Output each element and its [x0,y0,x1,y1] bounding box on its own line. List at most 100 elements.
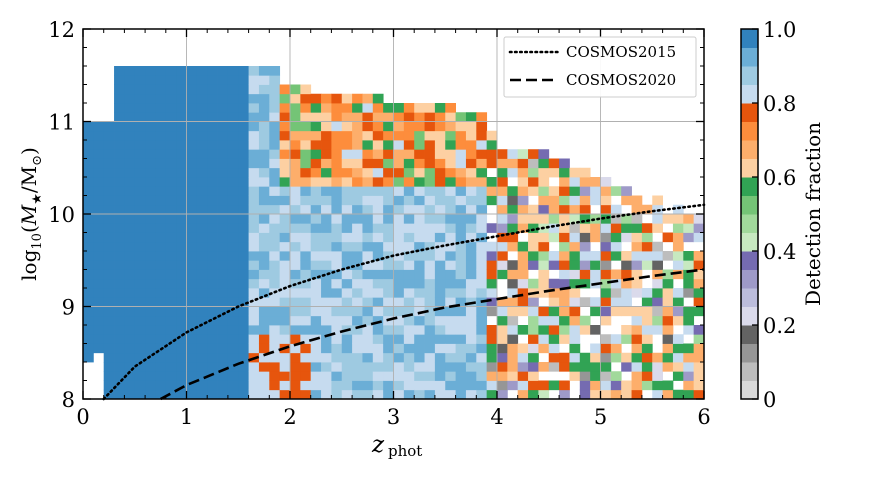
heatmap-cell [124,241,136,252]
heatmap-cell [559,325,570,335]
heatmap-cell [155,130,167,141]
heatmap-cell [114,232,125,243]
heatmap-cell [569,214,581,224]
heatmap-cell [403,343,415,354]
heatmap-cell [528,214,539,224]
heatmap-cell [362,325,374,335]
heatmap-cell [372,112,384,122]
heatmap-cell [517,352,529,363]
heatmap-cell [248,149,260,159]
heatmap-cell [538,288,550,298]
heatmap-cell [517,325,529,335]
heatmap-cell [248,103,260,113]
heatmap-cell [362,130,374,141]
heatmap-cell [652,195,663,206]
heatmap-cell [672,288,684,298]
heatmap-cell [124,260,136,270]
heatmap-cell [362,371,374,381]
heatmap-cell [196,288,208,298]
heatmap-cell [227,334,239,344]
heatmap-cell [207,325,218,335]
heatmap-cell [414,251,425,261]
heatmap-cell [227,75,239,85]
heatmap-cell [610,288,622,298]
heatmap-cell [290,149,301,159]
heatmap-cell [579,278,591,289]
heatmap-cell [352,371,363,381]
heatmap-cell [207,232,218,243]
heatmap-cell [372,371,384,381]
heatmap-cell [693,260,705,270]
heatmap-cell [134,93,146,104]
heatmap-cell [331,325,343,335]
heatmap-cell [403,371,415,381]
heatmap-cell [103,380,115,391]
heatmap-cell [269,121,281,132]
heatmap-cell [165,66,177,76]
heatmap-cell [414,343,425,354]
heatmap-cell [124,325,136,335]
heatmap-cell [248,343,260,354]
heatmap-cell [600,278,612,289]
heatmap-cell [569,167,581,178]
heatmap-cell [662,343,674,354]
heatmap-cell [372,149,384,159]
colorbar-tick-label: 0.6 [763,166,796,190]
colorbar-swatch [741,158,758,178]
heatmap-cell [227,66,239,76]
heatmap-cell [155,315,167,326]
heatmap-cell [238,297,249,307]
heatmap-cell [186,195,198,206]
heatmap-cell [331,334,343,344]
heatmap-cell [538,214,550,224]
heatmap-cell [290,103,301,113]
heatmap-cell [569,232,581,243]
heatmap-cell [631,380,643,391]
colorbar-swatch [741,306,758,326]
heatmap-cell [652,260,663,270]
heatmap-cell [600,251,612,261]
heatmap-cell [279,269,291,280]
heatmap-cell [590,362,601,372]
heatmap-cell [403,186,415,196]
heatmap-cell [238,130,249,141]
heatmap-cell [631,269,643,280]
heatmap-cell [476,269,488,280]
heatmap-cell [621,297,632,307]
heatmap-cell [403,241,415,252]
heatmap-cell [434,149,446,159]
heatmap-cell [352,149,363,159]
heatmap-cell [528,251,539,261]
heatmap-cell [455,297,467,307]
heatmap-cell [217,362,229,372]
heatmap-cell [600,214,612,224]
heatmap-cell [590,195,601,206]
heatmap-cell [279,288,291,298]
heatmap-cell [258,334,270,344]
heatmap-cell [269,389,281,400]
heatmap-cell [331,167,343,178]
heatmap-cell [672,269,684,280]
heatmap-cell [114,130,125,141]
heatmap-cell [352,343,363,354]
heatmap-cell [372,288,384,298]
heatmap-cell [372,140,384,150]
colorbar-swatch [741,362,758,381]
heatmap-cell [517,343,529,354]
heatmap-cell [227,232,239,243]
heatmap-cell [300,103,312,113]
heatmap-cell [507,195,519,206]
heatmap-cell [610,214,622,224]
heatmap-cell [83,177,94,187]
heatmap-cell [352,251,363,261]
heatmap-cell [465,158,477,169]
heatmap-cell [310,352,322,363]
heatmap-cell [103,315,115,326]
heatmap-cell [424,389,436,400]
heatmap-cell [165,140,177,150]
heatmap-cell [621,362,632,372]
heatmap-cell [238,306,249,317]
heatmap-cell [434,130,446,141]
heatmap-cell [114,66,125,76]
